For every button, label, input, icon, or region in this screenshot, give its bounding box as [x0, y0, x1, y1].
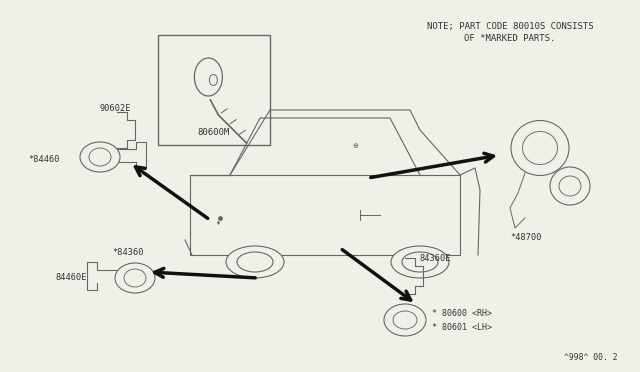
- Ellipse shape: [226, 246, 284, 278]
- Ellipse shape: [237, 252, 273, 272]
- Text: 84460E: 84460E: [55, 273, 86, 282]
- Text: *84360: *84360: [112, 247, 143, 257]
- Ellipse shape: [391, 246, 449, 278]
- Text: * 80601 <LH>: * 80601 <LH>: [432, 324, 492, 333]
- Text: 80600M: 80600M: [198, 128, 230, 137]
- Text: NOTE; PART CODE 80010S CONSISTS: NOTE; PART CODE 80010S CONSISTS: [427, 22, 593, 31]
- Text: 90602E: 90602E: [100, 104, 131, 113]
- Text: *48700: *48700: [510, 233, 541, 242]
- Text: ⊕: ⊕: [352, 143, 358, 149]
- Text: ^998^ 00. 2: ^998^ 00. 2: [564, 353, 618, 362]
- Text: *84460: *84460: [28, 154, 60, 164]
- Text: 84360E: 84360E: [420, 254, 451, 263]
- Text: OF *MARKED PARTS.: OF *MARKED PARTS.: [464, 34, 556, 43]
- Text: ♦: ♦: [216, 221, 220, 226]
- Bar: [158, 35, 270, 145]
- Ellipse shape: [209, 74, 218, 86]
- Text: * 80600 <RH>: * 80600 <RH>: [432, 308, 492, 317]
- Ellipse shape: [402, 252, 438, 272]
